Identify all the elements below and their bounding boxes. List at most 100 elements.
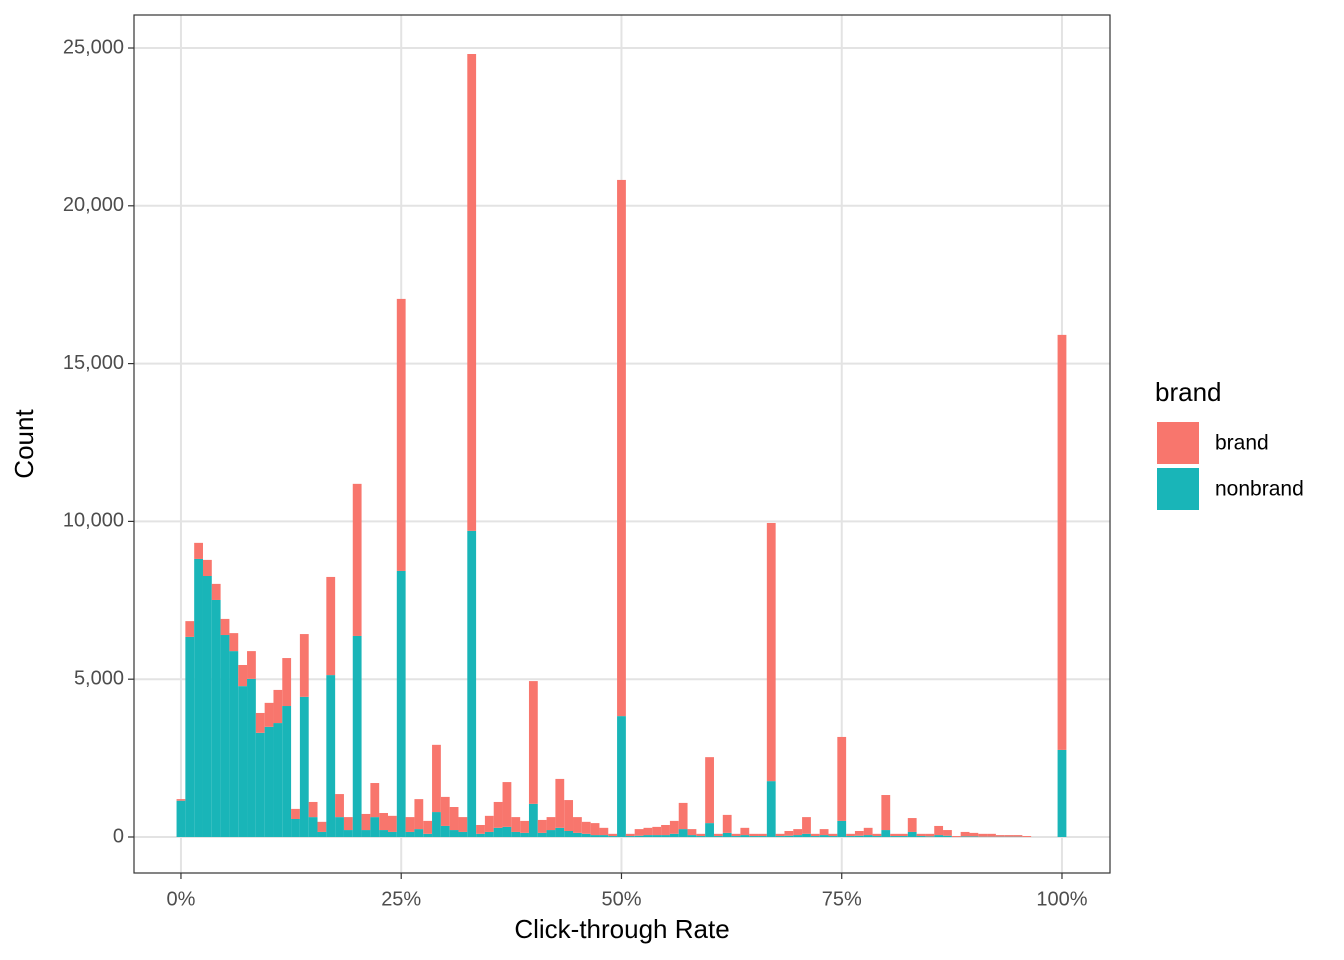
- bar: [599, 827, 609, 836]
- bar: [1013, 835, 1023, 837]
- bar: [414, 829, 424, 837]
- bar: [476, 824, 485, 834]
- bar: [669, 833, 679, 837]
- bar: [995, 835, 1005, 837]
- bar: [467, 530, 477, 837]
- bar: [916, 836, 926, 837]
- bar: [458, 817, 468, 832]
- bar: [731, 836, 741, 837]
- bar: [423, 833, 433, 837]
- bar: [793, 835, 803, 837]
- bar: [608, 836, 618, 837]
- bar: [396, 570, 406, 837]
- bar: [766, 781, 776, 837]
- bar: [934, 835, 944, 837]
- bar: [872, 836, 882, 837]
- bar: [740, 835, 750, 837]
- bar: [925, 836, 935, 837]
- bar: [467, 54, 477, 531]
- bar: [687, 835, 697, 837]
- bar: [573, 832, 582, 837]
- bar: [951, 836, 961, 837]
- bar: [907, 831, 917, 837]
- bar: [978, 833, 988, 837]
- bar: [546, 817, 556, 831]
- bar: [291, 819, 300, 837]
- bar: [863, 835, 873, 837]
- bar: [837, 820, 847, 837]
- bar: [705, 757, 714, 824]
- bar: [678, 829, 688, 837]
- bar: [749, 833, 759, 837]
- bar: [370, 783, 380, 818]
- bar: [758, 833, 767, 837]
- y-tick-label: 20,000: [63, 194, 124, 216]
- bar: [537, 819, 547, 833]
- bar: [617, 716, 626, 837]
- bar: [608, 833, 618, 837]
- x-tick-label: 100%: [1036, 888, 1087, 910]
- bar: [810, 833, 820, 837]
- bar: [960, 831, 970, 837]
- bar: [379, 830, 388, 837]
- bar: [343, 830, 353, 837]
- bar: [405, 831, 415, 837]
- bar: [661, 824, 670, 836]
- x-tick-label: 0%: [167, 888, 196, 910]
- bar: [766, 522, 776, 782]
- bar: [440, 825, 450, 837]
- bar: [238, 686, 248, 837]
- bar: [520, 832, 529, 837]
- bar: [229, 651, 239, 837]
- bar: [185, 636, 195, 837]
- bar: [202, 575, 212, 837]
- bar: [890, 836, 899, 837]
- bar: [749, 836, 759, 837]
- bar: [511, 831, 521, 837]
- bar: [423, 820, 433, 834]
- bar: [282, 706, 292, 837]
- bar: [802, 817, 811, 834]
- bar: [898, 833, 908, 837]
- bar: [432, 812, 441, 837]
- bar: [713, 836, 723, 837]
- bar: [643, 835, 653, 837]
- bar: [863, 827, 873, 836]
- y-tick-label: 0: [113, 825, 124, 847]
- bar: [458, 831, 468, 837]
- bar: [387, 831, 397, 837]
- bar: [449, 830, 459, 837]
- bar: [907, 818, 917, 832]
- bar: [925, 833, 935, 837]
- bar: [625, 836, 635, 837]
- bar: [652, 835, 662, 837]
- bar: [528, 803, 538, 837]
- bar: [361, 830, 371, 837]
- bar: [335, 817, 344, 837]
- bar: [493, 827, 503, 837]
- x-tick-label: 50%: [601, 888, 641, 910]
- bar: [634, 829, 644, 836]
- bar: [599, 835, 609, 837]
- bar: [555, 827, 565, 837]
- bar: [493, 801, 503, 828]
- bar: [872, 833, 882, 837]
- bar: [335, 794, 344, 818]
- bar: [370, 817, 380, 837]
- bar: [396, 298, 406, 571]
- bar: [960, 836, 970, 837]
- y-tick-label: 15,000: [63, 352, 124, 374]
- bar: [194, 542, 203, 559]
- legend-label: brand: [1215, 432, 1269, 455]
- bar: [678, 802, 688, 830]
- bar: [828, 836, 838, 837]
- bar: [810, 836, 820, 837]
- bar: [264, 726, 274, 837]
- bar: [537, 832, 547, 837]
- bar: [590, 835, 600, 837]
- x-axis-title: Click-through Rate: [514, 914, 729, 944]
- bar: [211, 583, 221, 600]
- bar: [890, 833, 899, 837]
- bar: [308, 801, 318, 818]
